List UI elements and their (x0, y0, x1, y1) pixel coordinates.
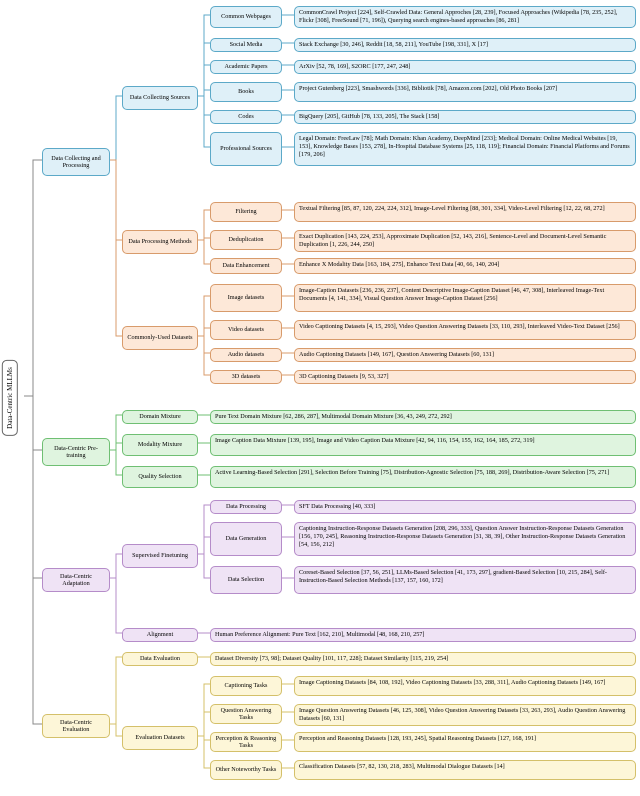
node-dce: Data-Centric Evaluation (42, 714, 110, 738)
leaf-dp: SFT Data Processing [40, 333] (294, 500, 636, 514)
leaf-im: Image-Caption Datasets [236, 236, 237], … (294, 284, 636, 312)
node-dmx: Domain Mixture (122, 410, 198, 424)
leaf-ps: Legal Domain: FreeLaw [78]; Math Domain:… (294, 132, 636, 166)
node-pr: Perception & Reasoning Tasks (210, 732, 282, 752)
leaf-ad: Audio Captioning Datasets [149, 167], Qu… (294, 348, 636, 362)
node-cud: Commonly-Used Datasets (122, 326, 198, 350)
node-dcs: Data Collecting Sources (122, 86, 198, 110)
leaf-qs: Active Learning-Based Selection [291], S… (210, 466, 636, 488)
node-ot: Other Noteworthy Tasks (210, 760, 282, 780)
node-cd: Codes (210, 110, 282, 124)
node-qs: Quality Selection (122, 466, 198, 488)
node-aln: Alignment (122, 628, 198, 642)
node-ap: Academic Papers (210, 60, 282, 74)
node-im: Image datasets (210, 284, 282, 312)
node-de: Data Enhancement (210, 258, 282, 274)
leaf-ap: ArXiv [52, 78, 169], S2ORC [177, 247, 24… (294, 60, 636, 74)
node-dg: Data Generation (210, 522, 282, 556)
leaf-td: 3D Captioning Datasets [9, 53, 327] (294, 370, 636, 384)
leaf-aln: Human Preference Alignment: Pure Text [1… (210, 628, 636, 642)
leaf-ot: Classification Datasets [57, 82, 130, 21… (294, 760, 636, 780)
node-dd: Deduplication (210, 230, 282, 250)
leaf-vd: Video Captioning Datasets [4, 15, 293], … (294, 320, 636, 340)
leaf-dg: Captioning Instruction-Response Datasets… (294, 522, 636, 556)
node-dpt: Data-Centric Pre-training (42, 438, 110, 466)
leaf-dmx: Pure Text Domain Mixture [62, 286, 287],… (210, 410, 636, 424)
node-bk: Books (210, 82, 282, 102)
leaf-dd: Exact Duplication [143, 224, 253], Appro… (294, 230, 636, 252)
leaf-dsel: Coreset-Based Selection [37, 56, 251], L… (294, 566, 636, 594)
node-dsel: Data Selection (210, 566, 282, 594)
node-dcp: Data Collecting and Processing (42, 148, 110, 176)
leaf-fl: Textual Filtering [85, 87, 120, 224, 224… (294, 202, 636, 222)
leaf-qa: Image Question Answering Datasets [46, 1… (294, 704, 636, 726)
leaf-cw: CommonCrawl Project [224], Self-Crawled … (294, 6, 636, 28)
node-sft: Supervised Finetuning (122, 544, 198, 568)
node-ps: Professional Sources (210, 132, 282, 166)
leaf-mmx: Image Caption Data Mixture [139, 195], I… (210, 434, 636, 456)
leaf-ct: Image Captioning Datasets [84, 108, 192]… (294, 676, 636, 696)
node-mmx: Modality Mixture (122, 434, 198, 456)
leaf-pr: Perception and Reasoning Datasets [128, … (294, 732, 636, 752)
node-dp: Data Processing (210, 500, 282, 514)
node-dca: Data-Centric Adaptation (42, 568, 110, 592)
node-evd: Evaluation Datasets (122, 726, 198, 750)
node-td: 3D datasets (210, 370, 282, 384)
node-qa: Question Answering Tasks (210, 704, 282, 724)
node-cw: Common Webpages (210, 6, 282, 28)
leaf-dev: Dataset Diversity [73, 98]; Dataset Qual… (210, 652, 636, 666)
node-sm: Social Media (210, 38, 282, 52)
leaf-sm: Stack Exchange [30, 246], Reddit [18, 58… (294, 38, 636, 52)
leaf-de: Enhance X Modality Data [163, 184, 275],… (294, 258, 636, 274)
node-ct: Captioning Tasks (210, 676, 282, 696)
leaf-cd: BigQuery [205], GitHub [78, 133, 205], T… (294, 110, 636, 124)
node-dpm: Data Processing Methods (122, 230, 198, 254)
node-fl: Filtering (210, 202, 282, 222)
node-ad: Audio datasets (210, 348, 282, 362)
node-dev: Data Evaluation (122, 652, 198, 666)
leaf-bk: Project Gutenberg [223], Smashwords [336… (294, 82, 636, 102)
root-node: Data-Centric MLLMs (2, 360, 18, 436)
node-vd: Video datasets (210, 320, 282, 340)
